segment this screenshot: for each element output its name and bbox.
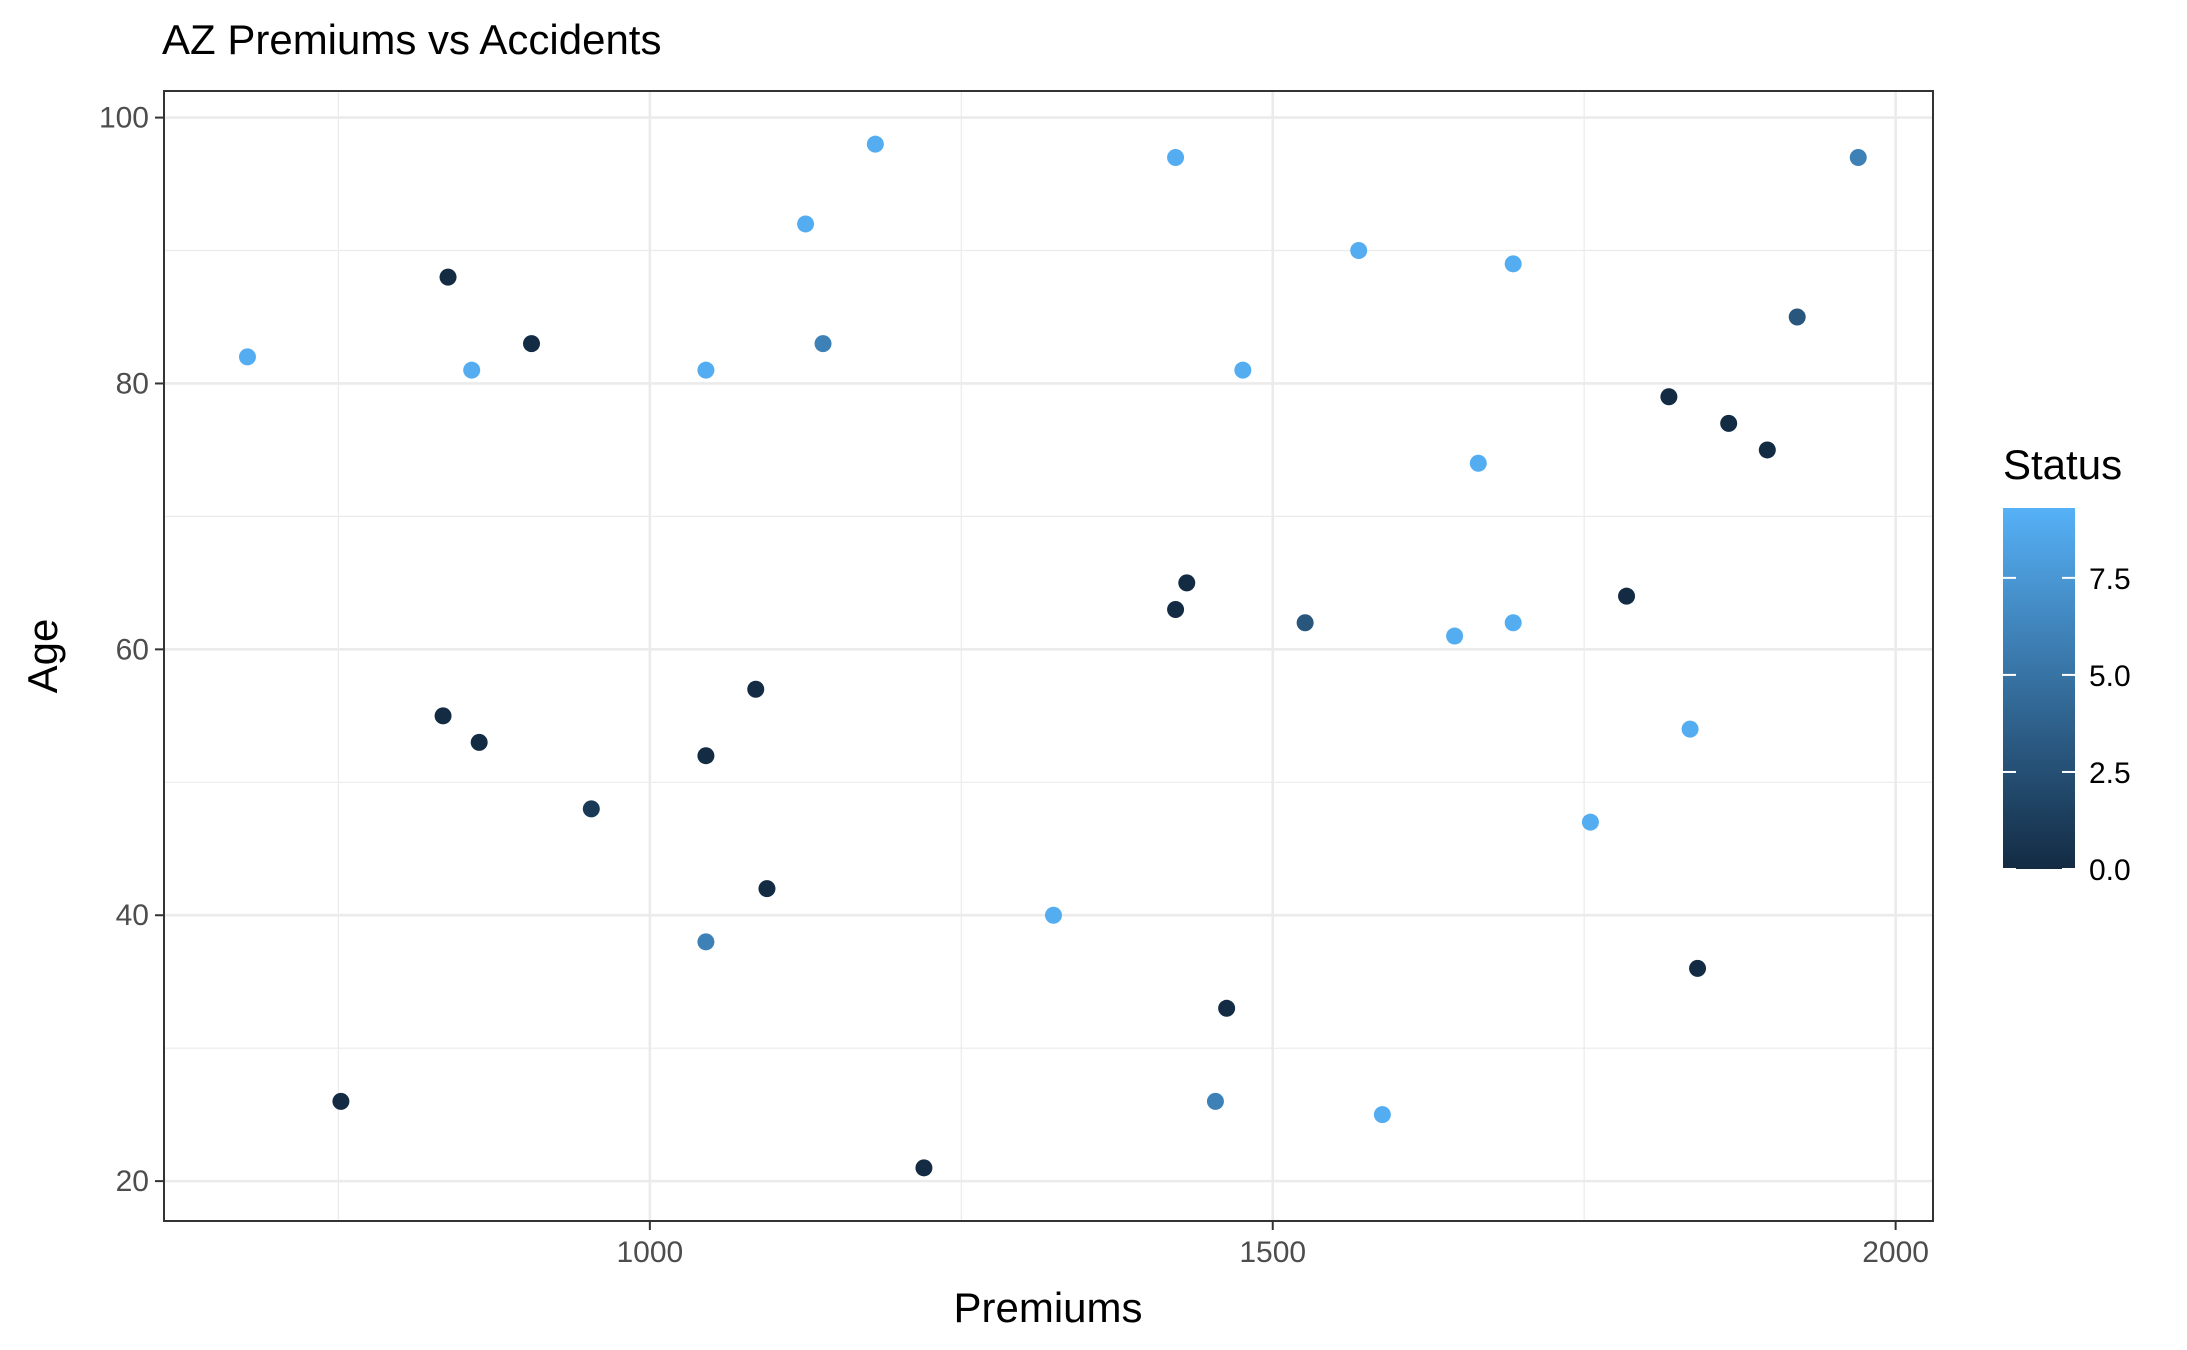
data-point: [582, 800, 600, 818]
data-point: [1446, 627, 1464, 645]
chart-title: AZ Premiums vs Accidents: [162, 16, 661, 63]
data-point: [1660, 388, 1678, 406]
data-point: [758, 880, 776, 898]
data-point: [1681, 720, 1699, 738]
data-point: [434, 707, 452, 725]
data-point: [1788, 308, 1806, 326]
major-gridlines: [164, 91, 1933, 1221]
data-point: [747, 680, 765, 698]
legend: Status 0.0 2.5 5.0 7.5: [2003, 441, 2131, 887]
data-point: [1758, 441, 1776, 459]
plot-panel-border: [163, 90, 1934, 1222]
data-point: [1618, 587, 1636, 605]
data-point: [915, 1159, 933, 1177]
data-point: [1849, 148, 1867, 166]
y-axis-label: Age: [19, 619, 66, 694]
x-tick-label: 1500: [1239, 1236, 1306, 1269]
legend-ticks: 0.0 2.5 5.0 7.5: [2003, 563, 2131, 887]
data-point: [1373, 1106, 1391, 1124]
data-point: [1167, 148, 1185, 166]
data-point: [238, 348, 256, 366]
legend-tick-label: 2.5: [2089, 757, 2131, 790]
data-point: [697, 933, 715, 951]
y-axis-ticks: 20 40 60 80 100: [99, 102, 164, 1198]
x-axis-label: Premiums: [953, 1284, 1142, 1331]
data-point: [1720, 414, 1738, 432]
y-tick-label: 80: [116, 367, 149, 400]
plot-background: [164, 91, 1933, 1221]
data-point: [1206, 1092, 1224, 1110]
data-point: [797, 215, 815, 233]
data-point: [866, 135, 884, 153]
data-point: [1350, 242, 1368, 260]
data-point: [1178, 574, 1196, 592]
data-point: [1504, 614, 1522, 632]
minor-gridlines: [164, 91, 1933, 1221]
x-tick-label: 1000: [616, 1236, 683, 1269]
data-point: [439, 268, 457, 286]
legend-tick-label: 0.0: [2089, 854, 2131, 887]
data-point: [523, 335, 541, 353]
data-point: [1689, 959, 1707, 977]
x-tick-label: 2000: [1862, 1236, 1929, 1269]
data-point: [1296, 614, 1314, 632]
data-point: [1234, 361, 1252, 379]
legend-colorbar: [2003, 508, 2075, 869]
data-point: [1581, 813, 1599, 831]
data-point: [814, 335, 832, 353]
data-point: [463, 361, 481, 379]
data-point: [1218, 999, 1236, 1017]
y-tick-label: 20: [116, 1165, 149, 1198]
data-point: [1167, 600, 1185, 618]
data-point: [697, 747, 715, 765]
data-point: [1469, 454, 1487, 472]
legend-tick-label: 7.5: [2089, 563, 2131, 596]
x-axis-ticks: 1000 1500 2000: [616, 1221, 1929, 1269]
y-tick-label: 60: [116, 633, 149, 666]
legend-tick-label: 5.0: [2089, 660, 2131, 693]
data-points: [238, 135, 1867, 1177]
data-point: [332, 1092, 350, 1110]
data-point: [470, 733, 488, 751]
data-point: [1044, 906, 1062, 924]
y-tick-label: 100: [99, 102, 149, 135]
y-tick-label: 40: [116, 899, 149, 932]
data-point: [697, 361, 715, 379]
legend-title: Status: [2003, 441, 2122, 488]
data-point: [1504, 255, 1522, 273]
